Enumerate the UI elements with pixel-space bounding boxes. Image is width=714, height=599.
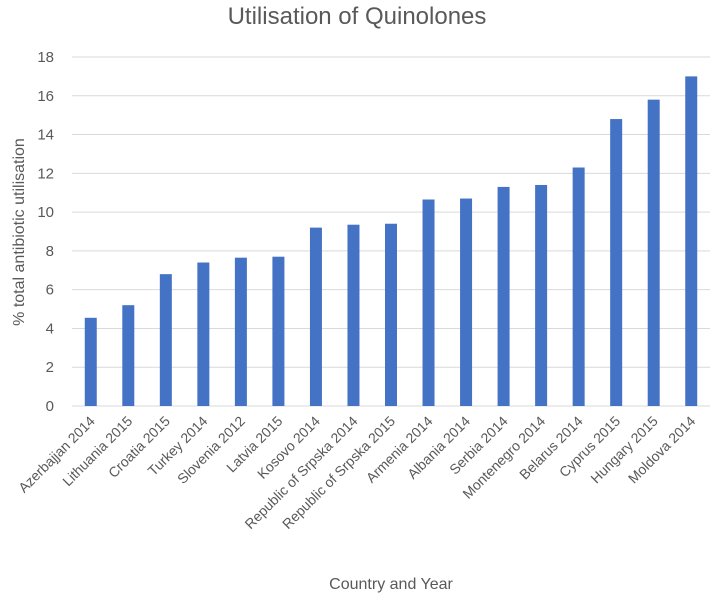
bar (122, 305, 135, 406)
bar (197, 262, 210, 406)
bar (234, 257, 247, 406)
y-axis-label: % total antibiotic utilisation (11, 138, 28, 326)
y-tick-label: 18 (37, 49, 54, 66)
y-tick-label: 4 (46, 320, 54, 337)
x-axis-label: Country and Year (329, 576, 453, 593)
bar (159, 274, 172, 406)
chart-title: Utilisation of Quinolones (227, 3, 487, 30)
y-tick-label: 14 (37, 127, 54, 144)
bar (647, 99, 660, 407)
bar (309, 227, 322, 406)
bar (610, 119, 623, 407)
y-tick-label: 16 (37, 88, 54, 105)
y-tick-label: 0 (46, 398, 54, 415)
y-tick-label: 2 (46, 359, 54, 376)
bar (272, 256, 285, 406)
y-tick-labels: 0 2 4 6 8 10 12 14 16 18 (37, 49, 54, 415)
y-tick-label: 6 (46, 282, 54, 299)
bar (385, 223, 397, 406)
y-tick-label: 8 (46, 243, 54, 260)
bar (685, 76, 698, 406)
bar (497, 186, 510, 406)
bars (84, 76, 698, 407)
bar (84, 317, 97, 406)
y-tick-label: 12 (37, 165, 54, 182)
bar (422, 199, 435, 406)
bar (460, 198, 473, 406)
bar (347, 224, 360, 406)
bar (535, 184, 548, 406)
x-tick-label: Moldova 2014 (625, 413, 699, 487)
y-tick-label: 10 (37, 204, 54, 221)
bar (572, 167, 585, 406)
